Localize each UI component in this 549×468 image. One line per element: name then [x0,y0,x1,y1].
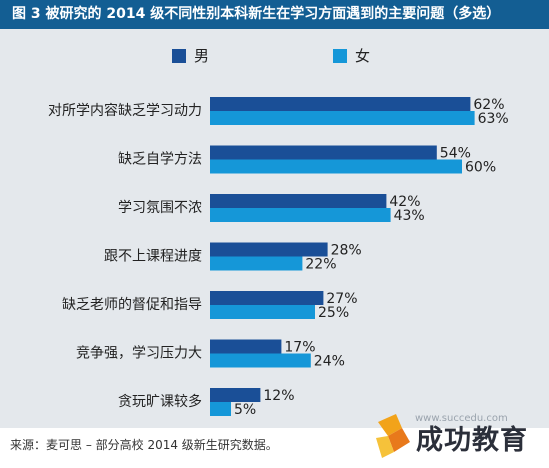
data-label-male: 17% [284,340,315,356]
data-label-female: 63% [478,111,509,127]
bar-male [210,242,328,257]
data-label-male: 12% [263,388,294,404]
data-label-male: 28% [331,243,362,259]
chart-panel: 男 女对所学内容缺乏学习动力 62% 63% 缺乏自学方法 54% 60% 学习氛围不浓 42%… [0,29,549,428]
bar-male [210,291,324,305]
title-bar: 图 3 被研究的 2014 级不同性别本科新生在学习方面遇到的主要问题（多选） [0,0,549,29]
legend-swatch-female [333,49,347,63]
bar-male [210,339,282,354]
bar-male [210,145,437,160]
category-label: 对所学内容缺乏学习动力 [48,102,202,119]
category-label: 竞争强，学习压力大 [76,345,202,362]
data-label-male: 42% [389,194,420,210]
data-label-female: 25% [318,305,349,321]
data-label-male: 27% [326,291,357,307]
category-label: 缺乏自学方法 [118,152,202,168]
category-label: 贪玩旷课较多 [118,393,202,410]
data-label-female: 43% [394,208,425,224]
bar-male [210,97,471,111]
watermark-url: www.succedu.com [415,413,508,424]
chart-title: 图 3 被研究的 2014 级不同性别本科新生在学习方面遇到的主要问题（多选） [12,6,501,22]
bar-female [210,111,475,125]
bar-female [210,159,462,174]
data-label-male: 54% [440,146,471,162]
legend-label-female: 女 [355,47,370,65]
data-label-female: 24% [314,354,345,370]
data-label-female: 5% [234,402,256,418]
bar-female [210,353,311,368]
bar-female [210,208,391,222]
source-note: 来源：麦可思 – 部分高校 2014 级新生研究数据。 [10,438,278,452]
category-label: 学习氛围不浓 [118,200,202,216]
brand-logo: 成功教育 [372,412,544,464]
bar-female [210,402,231,416]
legend-label-male: 男 [194,47,209,65]
logo-mark-icon [376,414,410,458]
logo-text: 成功教育 [416,425,528,456]
legend-swatch-male [172,49,186,63]
data-label-female: 22% [305,257,336,273]
bar-male [210,388,261,402]
category-label: 跟不上课程进度 [104,249,202,265]
category-label: 缺乏老师的督促和指导 [62,297,202,313]
data-label-male: 62% [473,97,504,113]
bar-male [210,194,387,208]
bar-female [210,305,315,319]
data-label-female: 60% [465,160,496,176]
bar-female [210,256,303,271]
